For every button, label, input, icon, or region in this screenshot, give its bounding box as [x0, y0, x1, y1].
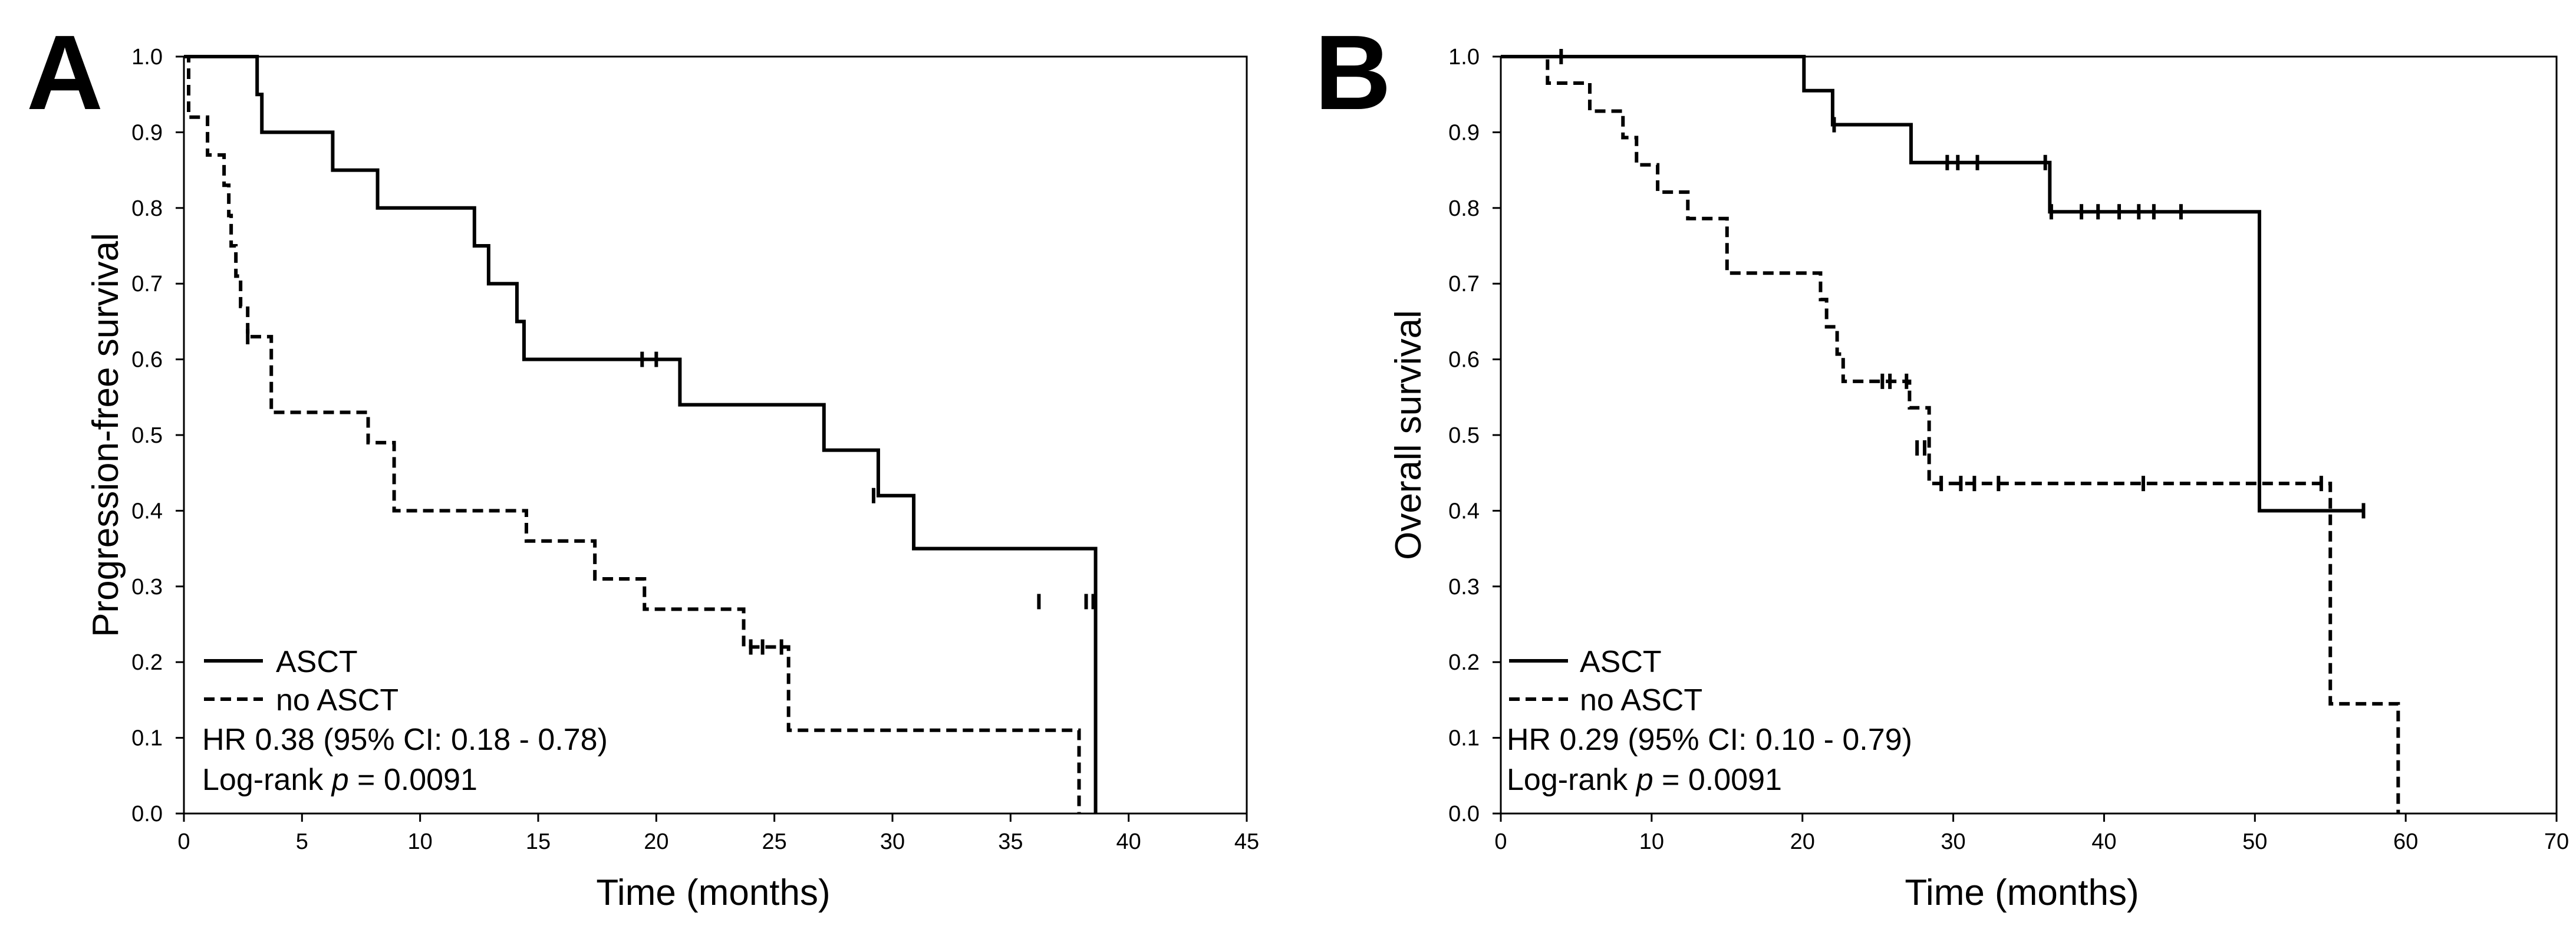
- panel-a-y-axis-title: Progression-free survival: [85, 233, 126, 637]
- panel-b-legend: ASCT no ASCT HR 0.29 (95% CI: 0.10 - 0.7…: [1507, 645, 1912, 797]
- panel-b-y-tick-label: 0.9: [1448, 120, 1480, 145]
- panel-a-logrank: Log-rank p = 0.0091: [202, 763, 477, 797]
- panel-b-y-tick-label: 0.0: [1448, 802, 1480, 826]
- panel-b-y-tick-label: 0.3: [1448, 575, 1480, 600]
- panel-a-x-tick-label: 45: [1234, 829, 1259, 854]
- panel-a-x-tick-label: 20: [644, 829, 668, 854]
- panel-a-y-tick-label: 0.9: [131, 120, 163, 145]
- panel-b-y-tick-label: 0.7: [1448, 272, 1480, 297]
- panel-b-x-tick-label: 20: [1790, 829, 1815, 854]
- panel-b-legend-no-asct-label: no ASCT: [1580, 683, 1702, 717]
- panel-a-y-tick-label: 0.2: [131, 650, 163, 675]
- panel-a-y-tick-label: 1.0: [131, 45, 163, 70]
- panel-b-y-tick-label: 0.4: [1448, 499, 1480, 523]
- panel-a-y-tick-label: 0.7: [131, 272, 163, 297]
- panel-b-y-axis-title: Overall survival: [1388, 310, 1429, 560]
- panel-a-y-tick-label: 0.4: [131, 499, 163, 523]
- panel-b-x-tick-label: 50: [2242, 829, 2267, 854]
- panel-a-no-asct-curve: [184, 55, 1081, 814]
- panel-b-x-axis-title: Time (months): [1905, 872, 2139, 913]
- panel-b-y-tick-label: 0.8: [1448, 196, 1480, 221]
- panel-a-x-tick-label: 0: [177, 829, 190, 854]
- panel-a-legend: ASCT no ASCT HR 0.38 (95% CI: 0.18 - 0.7…: [202, 645, 608, 797]
- panel-a-asct-curve: [184, 55, 1098, 814]
- panel-a-x-tick-label: 10: [408, 829, 433, 854]
- panel-a-plot-frame: [183, 55, 1248, 815]
- panel-b-hazard-ratio: HR 0.29 (95% CI: 0.10 - 0.79): [1507, 723, 1912, 757]
- panel-b-y-tick-label: 0.5: [1448, 423, 1480, 448]
- panel-b-y-tick-label: 0.1: [1448, 726, 1480, 751]
- panel-a-y-tick-label: 0.6: [131, 348, 163, 373]
- panel-b-chart: B 0 10 20 30 40 50 60 70 0.0 0.1 0.2 0.3 0.4 0.5 0.6 0.…: [1315, 14, 2569, 913]
- panel-a-y-tick-label: 0.5: [131, 423, 163, 448]
- panel-a-x-axis-title: Time (months): [596, 872, 830, 913]
- panel-b-ticks: 0 10 20 30 40 50 60 70 0.0 0.1 0.2 0.3 0.4 0.5 0.6 0.7 0…: [1448, 45, 2569, 854]
- panel-b-x-tick-label: 30: [1941, 829, 1965, 854]
- panel-a-x-tick-label: 25: [762, 829, 787, 854]
- panel-a-legend-asct-label: ASCT: [276, 645, 358, 679]
- panel-b-x-tick-label: 10: [1639, 829, 1664, 854]
- panel-a-legend-no-asct-label: no ASCT: [276, 683, 398, 717]
- panel-b-y-tick-label: 0.2: [1448, 650, 1480, 675]
- panel-letter-b: B: [1315, 14, 1391, 132]
- panel-b-y-tick-label: 1.0: [1448, 45, 1480, 70]
- panel-a-x-tick-label: 15: [526, 829, 551, 854]
- panel-a-x-tick-label: 5: [296, 829, 308, 854]
- panel-a-x-tick-label: 40: [1116, 829, 1141, 854]
- panel-a-series: [184, 55, 1098, 814]
- panel-b-y-tick-label: 0.6: [1448, 348, 1480, 373]
- panel-b-no-asct-curve: [1501, 55, 2400, 814]
- panel-b-x-tick-label: 70: [2544, 829, 2569, 854]
- panel-a-x-tick-label: 35: [998, 829, 1023, 854]
- panel-a-x-tick-label: 30: [880, 829, 905, 854]
- panel-a-y-tick-label: 0.3: [131, 575, 163, 600]
- panel-a-y-tick-label: 0.0: [131, 802, 163, 826]
- panel-a-y-tick-label: 0.8: [131, 196, 163, 221]
- panel-b-x-tick-label: 60: [2393, 829, 2418, 854]
- panel-b-x-tick-label: 0: [1494, 829, 1507, 854]
- panel-a-hazard-ratio: HR 0.38 (95% CI: 0.18 - 0.78): [202, 723, 608, 757]
- panel-b-x-tick-label: 40: [2091, 829, 2116, 854]
- panel-b-logrank: Log-rank p = 0.0091: [1507, 763, 1782, 797]
- panel-b-plot-frame: [1500, 55, 2558, 815]
- panel-a-y-tick-label: 0.1: [131, 726, 163, 751]
- panel-b-asct-curve: [1501, 55, 2364, 513]
- panel-b-legend-asct-label: ASCT: [1580, 645, 1662, 679]
- panel-a-chart: A 0 5 10 15 20 25 30 35 40 45 0.0 0.1 0.2 0.3 0.4 0.5 0.…: [27, 14, 1259, 913]
- panel-a-ticks: 0 5 10 15 20 25 30 35 40 45 0.0 0.1 0.2 0.3 0.4 0.5 0.6 0…: [131, 45, 1259, 854]
- panel-b-series: [1501, 49, 2400, 814]
- panel-letter-a: A: [27, 14, 103, 132]
